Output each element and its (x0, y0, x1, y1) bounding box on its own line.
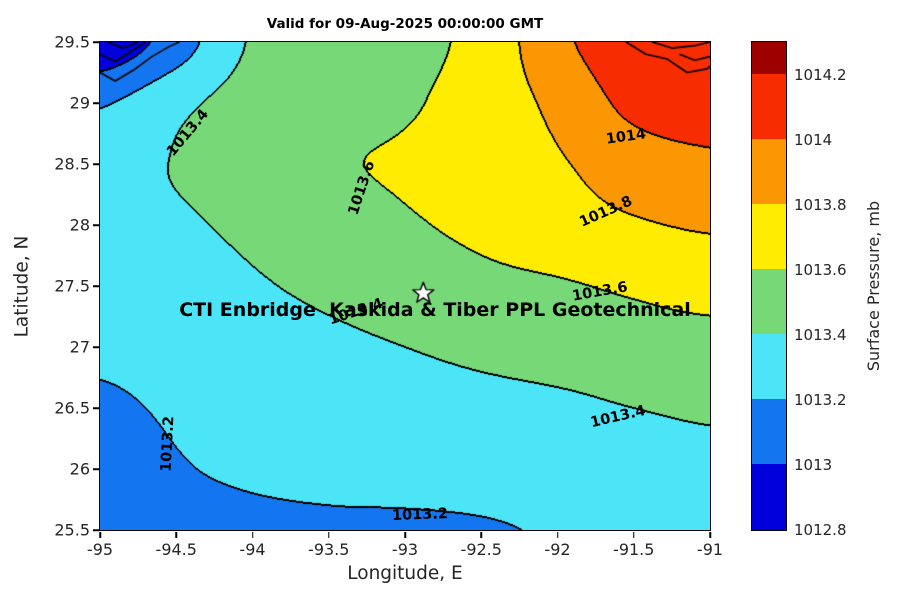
x-axis-tick (709, 531, 711, 538)
colorbar-segment (751, 464, 786, 530)
contour-label: 1013.2 (391, 505, 448, 524)
x-axis-label: Longitude, E (347, 563, 463, 584)
x-axis-tick (99, 531, 101, 538)
y-axis-tick (92, 529, 99, 531)
x-axis-tick-label: -95 (86, 540, 114, 559)
y-axis-tick (92, 285, 99, 287)
colorbar-tick-label: 1013.6 (794, 260, 847, 279)
x-axis-tick (175, 531, 177, 538)
y-axis-tick-label: 27 (69, 337, 90, 357)
y-axis-tick (92, 468, 99, 470)
y-axis-tick (92, 346, 99, 348)
colorbar-axis-label: Surface Pressure, mb (864, 200, 883, 372)
y-axis-tick-label: 26 (69, 459, 90, 479)
colorbar-tick-label: 1013.2 (794, 390, 847, 409)
colorbar-segment (751, 74, 786, 140)
contour-label: 1013.2 (158, 415, 178, 473)
colorbar-tick-label: 1013.8 (794, 195, 847, 214)
figure-title: Valid for 09-Aug-2025 00:00:00 GMT (266, 16, 544, 32)
x-axis-tick-label: -92 (544, 540, 571, 559)
y-axis-tick (92, 407, 99, 409)
colorbar-tick-label: 1014.2 (794, 65, 847, 84)
y-axis-tick-label: 29.5 (54, 32, 90, 52)
colorbar-segment (751, 41, 786, 75)
colorbar-segment (751, 204, 786, 270)
y-axis-tick-label: 26.5 (54, 398, 90, 418)
x-axis-tick (251, 531, 254, 538)
y-axis-tick (92, 102, 99, 104)
y-axis-tick (92, 224, 99, 226)
x-axis-tick-label: -92.5 (460, 540, 502, 559)
x-axis-tick (480, 531, 482, 538)
x-axis-tick-label: -94 (239, 540, 266, 559)
x-axis-tick-label: -91.5 (613, 540, 655, 559)
y-axis-tick-label: 28.5 (54, 154, 90, 174)
colorbar-tick-label: 1014 (794, 130, 833, 149)
contour-plot-area: CTI Enbridge Kaskida & Tiber PPL Geotech… (98, 40, 711, 531)
contour-canvas (99, 41, 710, 530)
y-axis-tick (92, 163, 99, 165)
colorbar (750, 40, 787, 531)
x-axis-tick (556, 531, 559, 538)
colorbar-segment (751, 334, 786, 400)
y-axis-tick-label: 29 (69, 93, 90, 113)
x-axis-tick-label: -93.5 (308, 540, 350, 559)
x-axis-tick-label: -91 (696, 540, 724, 559)
y-axis-tick (92, 41, 99, 43)
y-axis-tick-label: 25.5 (54, 520, 90, 540)
colorbar-segment (751, 269, 786, 335)
colorbar-tick-label: 1013 (794, 455, 833, 474)
x-axis-tick-label: -93 (391, 540, 419, 559)
project-overlay-label: CTI Enbridge Kaskida & Tiber PPL Geotech… (179, 298, 691, 321)
x-axis-tick (328, 531, 330, 538)
colorbar-tick-label: 1013.4 (794, 325, 847, 344)
colorbar-tick-label: 1012.8 (794, 521, 847, 539)
y-axis-tick-label: 27.5 (54, 276, 90, 296)
colorbar-segment (751, 399, 786, 465)
x-axis-tick (404, 531, 406, 538)
x-axis-tick-label: -94.5 (155, 540, 197, 559)
colorbar-segment (751, 139, 786, 205)
x-axis-tick (633, 531, 635, 538)
y-axis-tick-label: 28 (69, 215, 90, 235)
